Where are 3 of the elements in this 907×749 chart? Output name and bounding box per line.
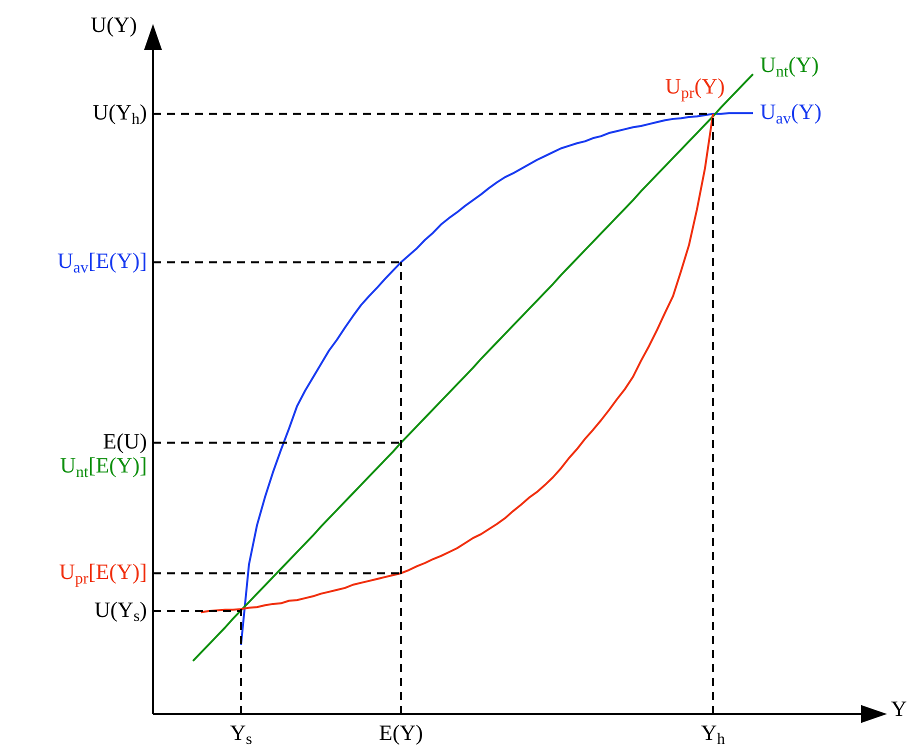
y-axis-title: U(Y) xyxy=(90,12,138,37)
x-axis-title: Y xyxy=(891,696,907,721)
x-tick-label: E(Y) xyxy=(379,720,423,745)
